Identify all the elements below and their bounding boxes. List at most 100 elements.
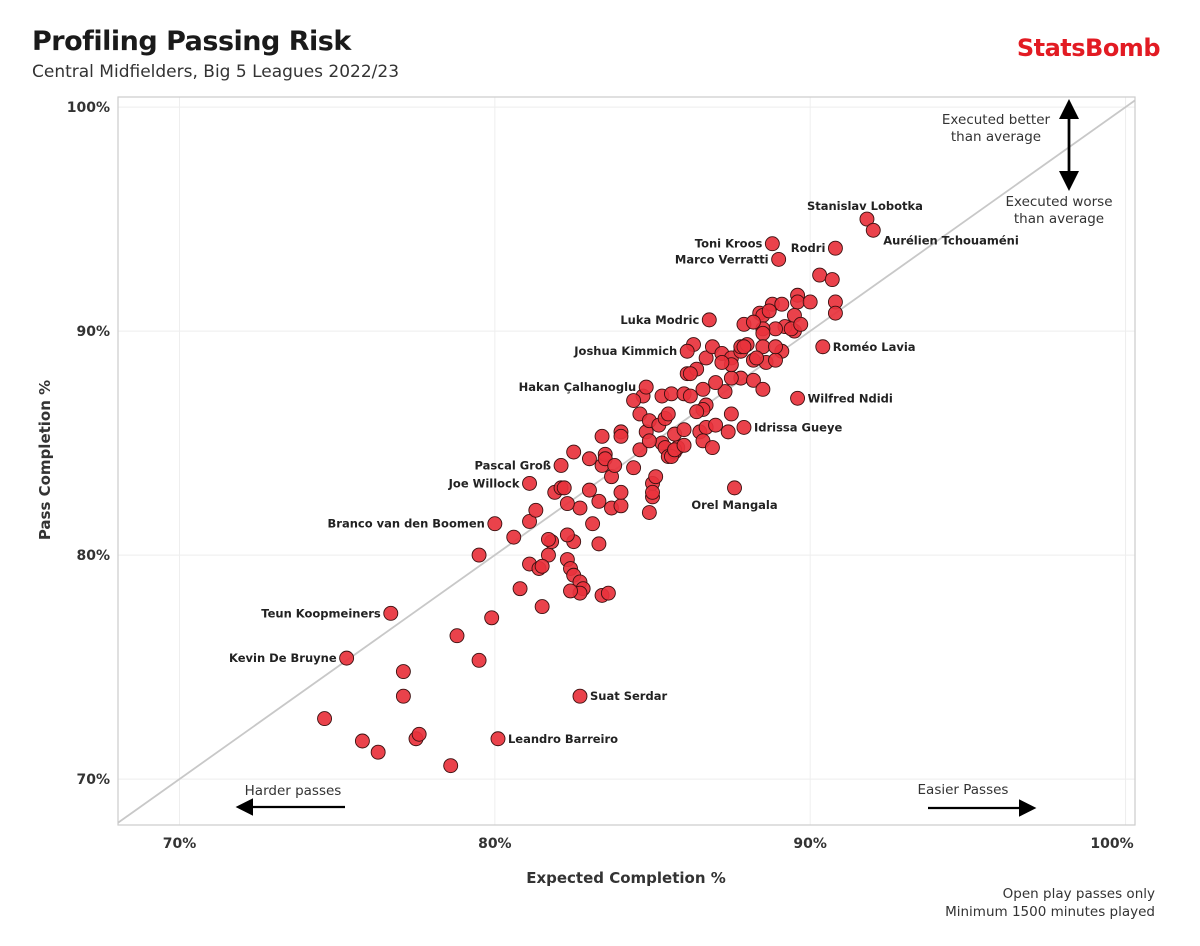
statsbomb-logo: StatsBomb: [1016, 34, 1161, 62]
points: [317, 211, 881, 774]
y-tick-label: 100%: [67, 100, 110, 116]
point-label: Pascal Groß: [475, 458, 552, 472]
data-point: [736, 419, 752, 435]
point-label: Kevin De Bruyne: [229, 651, 337, 665]
data-point: [395, 664, 411, 680]
data-point: [727, 480, 742, 496]
data-point: [559, 496, 575, 512]
data-point: [632, 442, 648, 458]
data-point: [506, 529, 522, 545]
data-point: [490, 731, 506, 747]
data-point: [745, 372, 761, 388]
data-point: [566, 444, 582, 460]
data-point: [717, 384, 733, 400]
y-tick-label: 70%: [76, 772, 110, 788]
x-tick-label: 80%: [478, 836, 512, 852]
data-point: [591, 493, 607, 509]
data-point: [370, 744, 386, 760]
data-point: [824, 272, 840, 288]
data-point: [572, 500, 588, 516]
data-point: [865, 222, 881, 238]
data-point: [663, 386, 679, 402]
data-point: [812, 267, 828, 283]
data-point: [720, 424, 736, 440]
point-labels: Stanislav Lobotka Aurélien Tchouaméni Rodr…: [229, 199, 1019, 746]
data-point: [682, 388, 698, 404]
data-point: [585, 516, 601, 532]
point-label: Teun Koopmeiners: [261, 606, 381, 620]
data-point: [641, 433, 657, 449]
data-point: [528, 502, 544, 518]
data-point: [556, 480, 572, 496]
data-point: [736, 339, 752, 355]
data-point: [638, 379, 654, 395]
point-label: Leandro Barreiro: [508, 732, 618, 746]
data-point: [755, 381, 771, 397]
point-label: Suat Serdar: [590, 689, 667, 703]
data-point: [771, 251, 787, 267]
data-point: [749, 350, 765, 366]
data-point: [645, 484, 660, 500]
point-label: Joe Willock: [448, 476, 520, 490]
data-point: [354, 733, 370, 749]
data-point: [641, 505, 657, 520]
data-point: [827, 240, 843, 256]
better-note-line1: Executed better: [942, 112, 1051, 128]
data-point: [484, 610, 500, 626]
data-point: [708, 417, 724, 433]
y-tick-label: 80%: [76, 548, 110, 564]
x-axis-title: Expected Completion %: [526, 869, 726, 887]
x-tick-label: 90%: [793, 836, 827, 852]
data-point: [581, 451, 597, 467]
worse-note-line1: Executed worse: [1005, 194, 1112, 210]
data-point: [859, 211, 875, 227]
data-point: [471, 547, 487, 563]
plot-frame: [117, 96, 1136, 826]
data-point: [695, 381, 711, 397]
x-tick-label: 70%: [163, 836, 197, 852]
point-label: Joshua Kimmich: [573, 344, 677, 358]
data-point: [768, 339, 783, 355]
data-point: [704, 440, 720, 456]
point-label: Roméo Lavia: [833, 340, 916, 354]
data-point: [698, 350, 714, 366]
data-point: [802, 294, 818, 310]
point-label: Wilfred Ndidi: [808, 391, 893, 405]
data-point: [613, 498, 629, 514]
reference-line: [117, 99, 1136, 824]
point-label: Orel Mangala: [691, 498, 777, 512]
data-point: [764, 236, 780, 252]
data-point: [676, 437, 692, 453]
data-point: [768, 321, 783, 337]
data-point: [768, 352, 783, 368]
data-point: [790, 390, 806, 406]
data-point: [626, 460, 642, 476]
data-point: [660, 406, 676, 422]
data-point: [708, 375, 724, 391]
point-label: Branco van den Boomen: [328, 517, 485, 531]
data-point: [411, 726, 427, 742]
point-label: Idrissa Gueye: [754, 420, 843, 434]
y-axis-title: Pass Completion %: [36, 380, 54, 540]
data-point: [793, 316, 809, 332]
data-point: [679, 343, 695, 359]
data-point: [626, 393, 642, 408]
point-label: Luka Modric: [620, 313, 699, 327]
data-point: [487, 516, 503, 532]
better-note-line2: than average: [951, 129, 1041, 145]
data-point: [648, 469, 664, 485]
data-point: [723, 406, 739, 422]
data-point: [395, 688, 411, 704]
data-point: [471, 652, 487, 668]
data-point: [755, 325, 771, 341]
data-point: [689, 404, 705, 420]
data-point: [714, 354, 730, 370]
data-point: [591, 536, 607, 552]
axis-ticks: 70% 80% 90% 100% 70% 80% 90% 100%: [67, 100, 1134, 852]
point-label: Aurélien Tchouaméni: [883, 233, 1019, 247]
data-point: [534, 599, 550, 615]
worse-note-line2: than average: [1014, 211, 1104, 227]
point-label: Toni Kroos: [695, 237, 763, 251]
